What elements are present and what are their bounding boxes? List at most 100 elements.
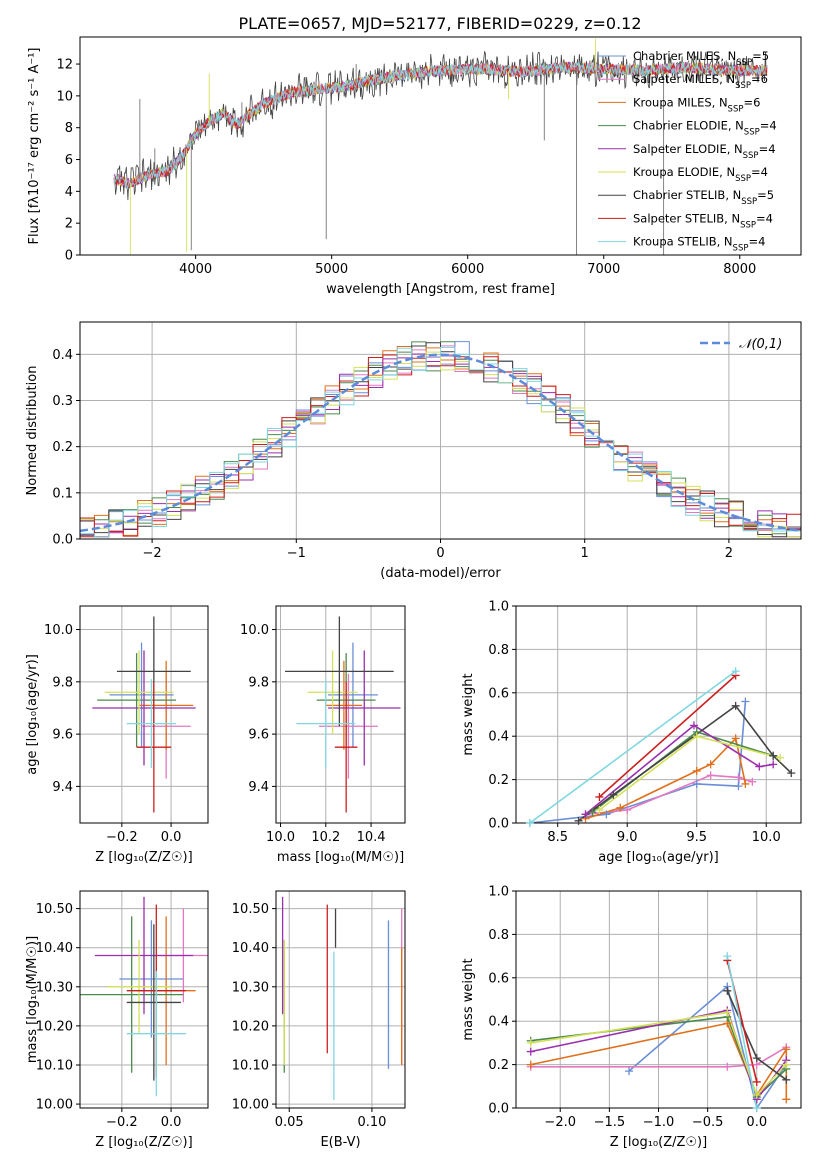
spectrum-line (113, 61, 768, 190)
x-tick-label: 0.10 (357, 1115, 386, 1130)
panel-spectrum: 4000 5000 6000 7000 8000 0 2 4 6 8 10 12 wavelength … (27, 36, 802, 297)
figure-title: PLATE=0657, MJD=52177, FIBERID=0229, z=0… (238, 14, 641, 33)
y-tick-label: 9.4 (52, 780, 73, 795)
panel-residuals: −2 −1 0 1 2 0.0 0.1 0.2 0.3 0.4 (data-model)/error… (25, 321, 802, 581)
y-tick-label: 10.30 (232, 980, 269, 995)
y-tick-label: 0.4 (488, 730, 509, 745)
x-tick-label: −0.2 (106, 1115, 138, 1130)
y-tick-label: 10.50 (36, 902, 73, 917)
panel-mass_vs_EBV: 0.05 0.10 10.00 10.10 10.20 10.30 10.40 10.50 E(… (232, 890, 406, 1150)
x-axis-label: wavelength [Angstrom, rest frame] (326, 282, 555, 297)
y-tick-label: 0.1 (52, 486, 73, 501)
y-axis-label: mass [log₁₀(M/M☉)] (25, 936, 40, 1063)
weight-marker (741, 779, 750, 788)
y-tick-label: 10.20 (232, 1019, 269, 1034)
x-tick-label: 7000 (587, 262, 620, 277)
x-tick-label: 1 (581, 546, 589, 561)
legend-subscript: SSP (733, 244, 749, 254)
y-axis-label: age [log₁₀(age/yr)] (25, 654, 40, 775)
x-tick-label: −1 (287, 546, 306, 561)
weight-marker (723, 986, 732, 995)
x-tick-label: 0.05 (275, 1115, 304, 1130)
legend-entry: Salpeter ELODIE, NSSP=4 (633, 142, 776, 161)
legend-subscript: SSP (735, 174, 751, 184)
y-tick-label: 9.4 (248, 780, 269, 795)
legend-value: =5 (752, 49, 769, 63)
x-tick-label: 0 (436, 546, 444, 561)
x-tick-label: −1.0 (643, 1115, 675, 1130)
weight-marker (692, 732, 701, 741)
x-axis-label: E(B-V) (320, 1135, 360, 1150)
x-tick-label: 8.5 (547, 830, 568, 845)
plot-area (281, 896, 403, 1101)
weight-marker (525, 819, 534, 827)
weight-line (726, 955, 758, 1108)
axes-frame (79, 36, 802, 256)
x-tick-label: 6000 (451, 262, 484, 277)
legend-subscript: SSP (741, 197, 757, 207)
y-tick-label: 10.10 (36, 1058, 73, 1073)
x-tick-label: 10.4 (357, 830, 386, 845)
weight-marker (752, 1077, 761, 1086)
weight-line (585, 736, 747, 820)
weight-marker (588, 808, 597, 817)
axes-frame (275, 605, 406, 824)
weight-marker (609, 790, 618, 799)
weight-marker (595, 805, 604, 814)
normal-curve (80, 353, 801, 533)
panel-age_vs_Z: −0.2 0.0 9.4 9.6 9.8 10.0 Z [log₁₀(Z/Z☉)] age [… (25, 605, 209, 865)
y-tick-label: 10.40 (36, 941, 73, 956)
x-tick-label: −0.5 (692, 1115, 724, 1130)
legend-subscript: SSP (744, 128, 760, 138)
y-tick-label: 0.8 (488, 643, 509, 658)
legend-value: =4 (751, 165, 768, 179)
weight-marker (734, 773, 743, 782)
x-tick-label: 0.0 (746, 1115, 767, 1130)
axes-frame (79, 321, 802, 540)
histogram-step (80, 347, 801, 539)
y-tick-label: 0.4 (488, 1015, 509, 1030)
y-tick-label: 9.6 (248, 728, 269, 743)
y-tick-label: 2 (65, 217, 73, 232)
y-tick-label: 0.2 (488, 1058, 509, 1073)
x-tick-label: 4000 (179, 262, 212, 277)
legend-value: =6 (751, 72, 768, 86)
plot-area (92, 616, 196, 813)
histogram-step (80, 354, 801, 539)
weight-marker (625, 1067, 634, 1076)
legend-entry: Chabrier STELIB, NSSP=5 (633, 188, 774, 207)
x-tick-label: 9.5 (686, 830, 707, 845)
plot-area (80, 896, 208, 1097)
weight-marker (769, 760, 778, 769)
y-tick-label: 1.0 (488, 600, 509, 615)
y-tick-label: 10.0 (240, 623, 269, 638)
x-tick-label: −0.2 (106, 830, 138, 845)
weight-marker (752, 1104, 761, 1112)
legend-entry: Salpeter STELIB, NSSP=4 (633, 211, 773, 230)
y-tick-label: 0.8 (488, 928, 509, 943)
axes-frame (515, 890, 802, 1109)
panel-weight_vs_Z: −2.0 −1.5 −1.0 −0.5 0.0 0.0 0.2 0.4 0.6 0.8 1.0 Z [… (461, 885, 802, 1150)
weight-marker (752, 1054, 761, 1063)
weight-marker (782, 1045, 791, 1054)
y-tick-label: 0.0 (52, 533, 73, 548)
legend-entry: 𝒩(0,1) (739, 337, 782, 352)
legend-subscript: SSP (728, 104, 744, 114)
legend-value: =4 (759, 142, 776, 156)
weight-marker (526, 1060, 535, 1069)
y-axis-label: mass weight (461, 958, 476, 1040)
legend-entry: Kroupa ELODIE, NSSP=4 (633, 165, 768, 184)
x-tick-label: −1.5 (594, 1115, 626, 1130)
weight-marker (574, 816, 583, 825)
x-tick-label: 10.0 (752, 830, 781, 845)
panel-age_vs_mass: 10.0 10.2 10.4 9.4 9.6 9.8 10.0 mass [log₁₀(M/M… (240, 605, 406, 865)
y-tick-label: 9.8 (248, 675, 269, 690)
y-tick-label: 0.6 (488, 971, 509, 986)
legend-value: =4 (748, 235, 765, 249)
x-tick-label: 9.0 (617, 830, 638, 845)
y-tick-label: 0.2 (52, 440, 73, 455)
weight-line (530, 1046, 787, 1068)
panel-mass_vs_Z: −0.2 0.0 10.00 10.10 10.20 10.30 10.40 10.50 Z [… (25, 890, 209, 1150)
x-tick-label: 0.0 (161, 830, 182, 845)
